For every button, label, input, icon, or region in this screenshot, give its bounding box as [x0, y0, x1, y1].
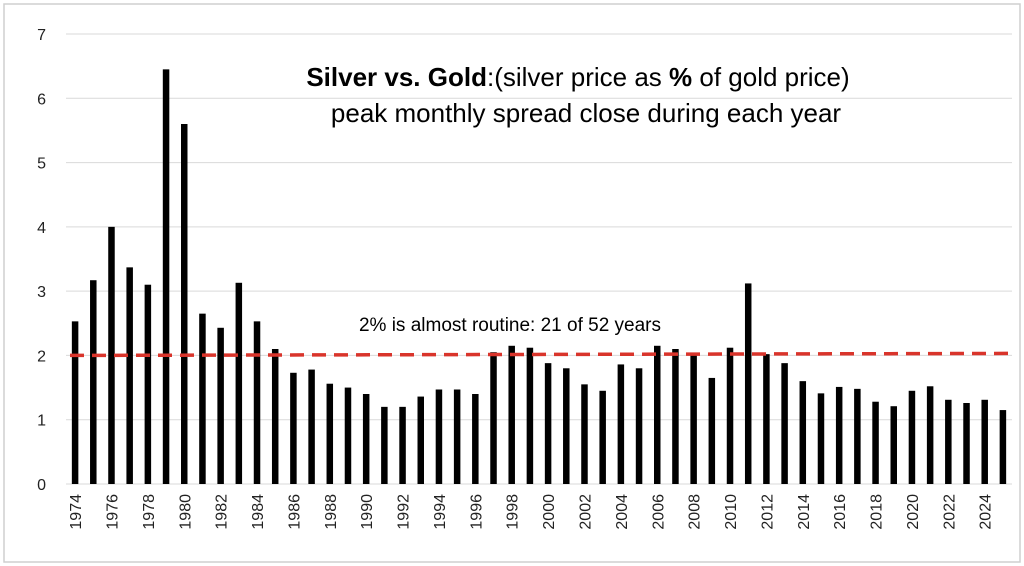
x-tick-label: 2016 — [832, 494, 849, 530]
x-tick-label: 1996 — [468, 494, 485, 530]
x-tick-label: 2008 — [687, 494, 704, 530]
x-tick-label: 1976 — [104, 494, 121, 530]
x-tick-label: 2000 — [541, 494, 558, 530]
bar-1984 — [253, 321, 261, 484]
bar-2018 — [872, 401, 879, 484]
chart-title-part: :(silver price as — [487, 62, 669, 92]
bar-1975 — [90, 280, 97, 484]
bar-1987 — [308, 369, 315, 484]
bar-2019 — [890, 406, 897, 484]
x-tick-label: 1978 — [141, 494, 158, 530]
bar-2015 — [817, 393, 825, 484]
y-tick-label: 0 — [37, 477, 46, 494]
y-tick-label: 5 — [37, 156, 46, 173]
bar-1988 — [326, 383, 334, 484]
bar-1978 — [144, 284, 152, 484]
bar-1999 — [526, 347, 534, 484]
bar-1996 — [472, 394, 479, 484]
x-tick-label: 1992 — [396, 494, 413, 530]
bar-2011 — [744, 283, 752, 484]
bar-1994 — [435, 389, 443, 484]
x-tick-label: 2020 — [905, 494, 922, 530]
bar-1976 — [108, 226, 115, 484]
bar-2025 — [999, 410, 1007, 484]
bar-1985 — [271, 349, 279, 484]
bars — [71, 69, 1007, 484]
y-tick-label: 2 — [37, 348, 46, 365]
x-tick-label: 2006 — [650, 494, 667, 530]
bar-1980 — [181, 124, 188, 484]
x-tick-label: 2002 — [577, 494, 594, 530]
y-tick-label: 4 — [37, 220, 46, 237]
y-axis-ticks: 0 1 2 3 4 5 6 7 — [37, 27, 46, 494]
bar-2020 — [908, 390, 916, 484]
x-tick-label: 2022 — [941, 494, 958, 530]
y-tick-label: 7 — [37, 27, 46, 44]
x-tick-label: 1980 — [177, 494, 194, 530]
x-tick-label: 2012 — [759, 494, 776, 530]
bar-1992 — [399, 406, 406, 484]
bar-2016 — [835, 386, 843, 484]
bar-1974 — [71, 321, 79, 484]
x-tick-label: 2018 — [869, 494, 886, 530]
bar-2012 — [763, 354, 770, 484]
bar-1997 — [490, 352, 497, 484]
bar-2010 — [726, 347, 734, 484]
bar-2003 — [599, 390, 606, 484]
y-tick-label: 6 — [37, 91, 46, 108]
chart-title-part: of gold price) — [692, 62, 850, 92]
bar-1979 — [162, 69, 170, 484]
bar-2004 — [617, 364, 625, 484]
bar-1990 — [362, 394, 370, 484]
x-tick-label: 1984 — [250, 494, 267, 530]
bar-2006 — [654, 345, 661, 484]
x-tick-label: 1988 — [323, 494, 340, 530]
bar-1995 — [453, 389, 461, 484]
bar-1983 — [235, 282, 243, 484]
bar-1991 — [381, 406, 388, 484]
bar-2002 — [581, 384, 588, 484]
bar-2017 — [854, 388, 861, 484]
bar-2022 — [945, 399, 952, 484]
x-tick-label: 2010 — [723, 494, 740, 530]
bar-1981 — [199, 313, 206, 484]
y-tick-label: 3 — [37, 284, 46, 301]
chart-title-part: Silver vs. Gold — [306, 62, 487, 92]
x-axis-ticks: 1974 1976 1978 1980 1982 1984 1986 1988 1990 1992… — [68, 494, 995, 530]
bar-2000 — [544, 363, 552, 484]
bar-2024 — [981, 399, 988, 484]
y-tick-label: 1 — [37, 413, 46, 430]
bar-2014 — [799, 381, 807, 484]
bar-1993 — [417, 396, 424, 484]
bar-2023 — [963, 403, 970, 484]
chart-subtitle: peak monthly spread close during each ye… — [331, 98, 842, 128]
x-tick-label: 2014 — [796, 494, 813, 530]
bar-1982 — [217, 327, 224, 484]
bar-2007 — [672, 349, 679, 484]
bar-1986 — [290, 372, 297, 484]
x-tick-label: 1986 — [286, 494, 303, 530]
reference-line-2pct — [69, 351, 1013, 358]
x-tick-label: 1998 — [505, 494, 522, 530]
x-tick-label: 2024 — [978, 494, 995, 530]
bar-1989 — [344, 387, 352, 484]
bar-2008 — [690, 355, 697, 484]
x-tick-label: 2004 — [614, 494, 631, 530]
chart-title-part: % — [669, 62, 692, 92]
x-tick-label: 1994 — [432, 494, 449, 530]
x-tick-label: 1982 — [214, 494, 231, 530]
chart-title: Silver vs. Gold:(silver price as % of go… — [306, 62, 849, 92]
chart-annotation: 2% is almost routine: 21 of 52 years — [359, 315, 661, 336]
bar-2013 — [781, 363, 788, 484]
x-tick-label: 1990 — [359, 494, 376, 530]
bar-2005 — [635, 368, 643, 484]
x-tick-label: 1974 — [68, 494, 85, 530]
bar-2009 — [708, 377, 716, 484]
bar-1977 — [126, 267, 133, 484]
bar-1998 — [508, 345, 515, 484]
bar-2021 — [926, 386, 934, 484]
bar-2001 — [563, 368, 570, 484]
